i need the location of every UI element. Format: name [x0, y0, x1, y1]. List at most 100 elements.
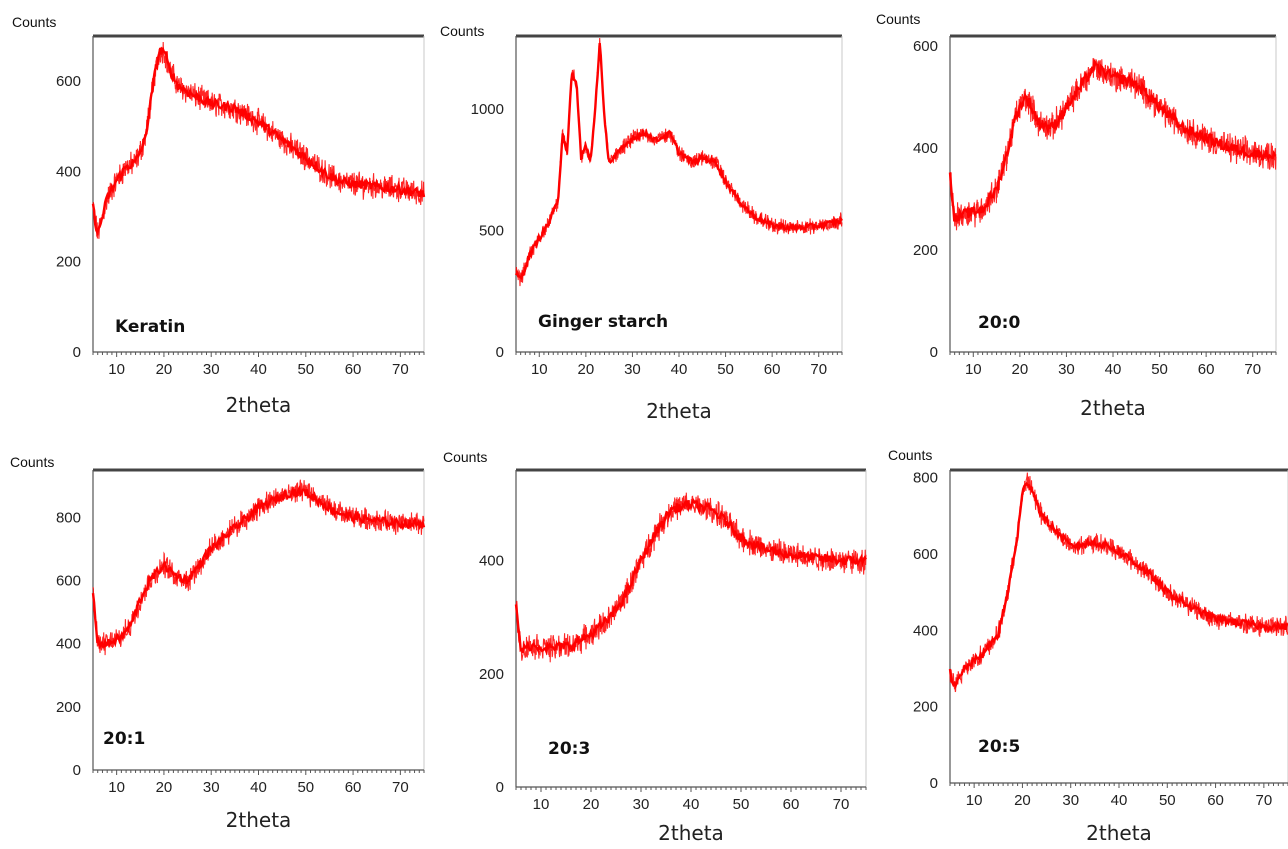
series-line	[515, 492, 867, 663]
series-trace	[514, 42, 844, 281]
panel-label: 20:5	[978, 737, 1020, 757]
panel-label: 20:0	[978, 313, 1020, 333]
y-tick-label: 800	[913, 470, 938, 487]
y-tick-label: 500	[479, 222, 504, 239]
chart-panel-3: 0 200 400 600 10 20 30 40 50 60 70 Counts 2theta 20:0	[876, 11, 1277, 420]
y-tick-label: 0	[73, 344, 81, 361]
y-axis-title: Counts	[440, 23, 484, 39]
series-trace	[948, 57, 1277, 222]
x-tick-label: 60	[764, 361, 781, 378]
y-tick-label: 1000	[471, 101, 504, 118]
x-tick-label: 70	[392, 779, 409, 796]
y-tick-label: 200	[56, 699, 81, 716]
series-trace	[948, 482, 1288, 689]
chart-panel-2: 0 500 1000 10 20 30 40 50 60 70 Counts 2theta Ginger…	[440, 23, 844, 423]
panel-label: Ginger starch	[538, 312, 668, 332]
x-axis-title: 2theta	[226, 808, 292, 832]
y-tick-label: 400	[913, 622, 938, 639]
x-tick-label: 10	[965, 361, 982, 378]
x-tick-label: 50	[1151, 361, 1168, 378]
y-axis-title: Counts	[888, 447, 932, 463]
y-tick-label: 200	[913, 699, 938, 716]
y-tick-label: 0	[73, 762, 81, 779]
x-tick-label: 10	[966, 792, 983, 809]
y-tick-label: 400	[479, 553, 504, 570]
series-line	[515, 37, 843, 287]
chart-panel-1: 0 200 400 600 10 20 30 40 50 60 70 Counts 2theta Kera…	[12, 14, 426, 417]
x-tick-label: 20	[1014, 792, 1031, 809]
y-tick-label: 600	[913, 38, 938, 55]
x-tick-label: 20	[156, 361, 173, 378]
y-axis-title: Counts	[10, 454, 54, 470]
y-tick-label: 0	[496, 779, 504, 796]
y-tick-label: 400	[56, 636, 81, 653]
panel-label: Keratin	[115, 317, 185, 337]
series-trace	[91, 484, 426, 650]
x-tick-label: 60	[1207, 792, 1224, 809]
y-tick-label: 600	[56, 573, 81, 590]
x-tick-label: 60	[1198, 361, 1215, 378]
x-tick-label: 20	[156, 779, 173, 796]
x-tick-label: 40	[671, 361, 688, 378]
x-tick-label: 50	[733, 796, 750, 813]
y-tick-label: 200	[479, 666, 504, 683]
x-tick-label: 30	[203, 361, 220, 378]
y-tick-label: 0	[930, 775, 938, 792]
series-trace	[91, 47, 426, 236]
y-axis-title: Counts	[876, 11, 920, 27]
y-axis-title: Counts	[12, 14, 56, 30]
y-tick-label: 600	[56, 73, 81, 90]
x-tick-label: 40	[1111, 792, 1128, 809]
x-tick-label: 10	[531, 361, 548, 378]
x-tick-label: 10	[533, 796, 550, 813]
x-tick-label: 70	[833, 796, 850, 813]
x-axis-title: 2theta	[1080, 396, 1146, 420]
x-tick-label: 50	[297, 361, 314, 378]
y-axis-title: Counts	[443, 449, 487, 465]
series-line	[92, 41, 425, 239]
x-tick-label: 70	[1244, 361, 1261, 378]
x-tick-label: 40	[1105, 361, 1122, 378]
x-tick-label: 40	[683, 796, 700, 813]
x-axis-title: 2theta	[646, 399, 712, 423]
chart-panel-5: 0 200 400 10 20 30 40 50 60 70 Counts 2theta 20:3	[443, 449, 867, 845]
x-tick-label: 70	[810, 361, 827, 378]
x-axis-title: 2theta	[1086, 821, 1152, 845]
x-tick-label: 40	[250, 779, 267, 796]
x-tick-label: 30	[1058, 361, 1075, 378]
x-tick-label: 40	[250, 361, 267, 378]
panel-label: 20:3	[548, 739, 590, 759]
x-tick-label: 70	[392, 361, 409, 378]
panel-label: 20:1	[103, 729, 145, 749]
x-tick-label: 70	[1256, 792, 1273, 809]
series-line	[949, 472, 1288, 693]
x-tick-label: 60	[345, 779, 362, 796]
y-tick-label: 800	[56, 509, 81, 526]
y-tick-label: 400	[56, 163, 81, 180]
x-tick-label: 30	[1062, 792, 1079, 809]
y-tick-label: 200	[913, 242, 938, 259]
y-tick-label: 200	[56, 254, 81, 271]
x-tick-label: 20	[583, 796, 600, 813]
x-tick-label: 50	[717, 361, 734, 378]
y-tick-label: 400	[913, 140, 938, 157]
x-tick-label: 50	[1159, 792, 1176, 809]
x-tick-label: 20	[1012, 361, 1029, 378]
x-tick-label: 60	[783, 796, 800, 813]
x-tick-label: 10	[108, 361, 125, 378]
x-axis-title: 2theta	[226, 393, 292, 417]
x-tick-label: 30	[203, 779, 220, 796]
x-tick-label: 30	[633, 796, 650, 813]
x-tick-label: 50	[297, 779, 314, 796]
x-tick-label: 10	[108, 779, 125, 796]
chart-panel-6: 0 200 400 600 800 10 20 30 40 50 60 70 Counts 2theta 2…	[888, 447, 1288, 845]
y-tick-label: 0	[496, 344, 504, 361]
x-tick-label: 60	[345, 361, 362, 378]
chart-panel-4: 0 200 400 600 800 10 20 30 40 50 60 70 Counts 2theta 2…	[10, 454, 426, 832]
series-trace	[514, 497, 867, 656]
y-tick-label: 0	[930, 344, 938, 361]
x-axis-title: 2theta	[658, 821, 724, 845]
x-tick-label: 20	[578, 361, 595, 378]
y-tick-label: 600	[913, 546, 938, 563]
